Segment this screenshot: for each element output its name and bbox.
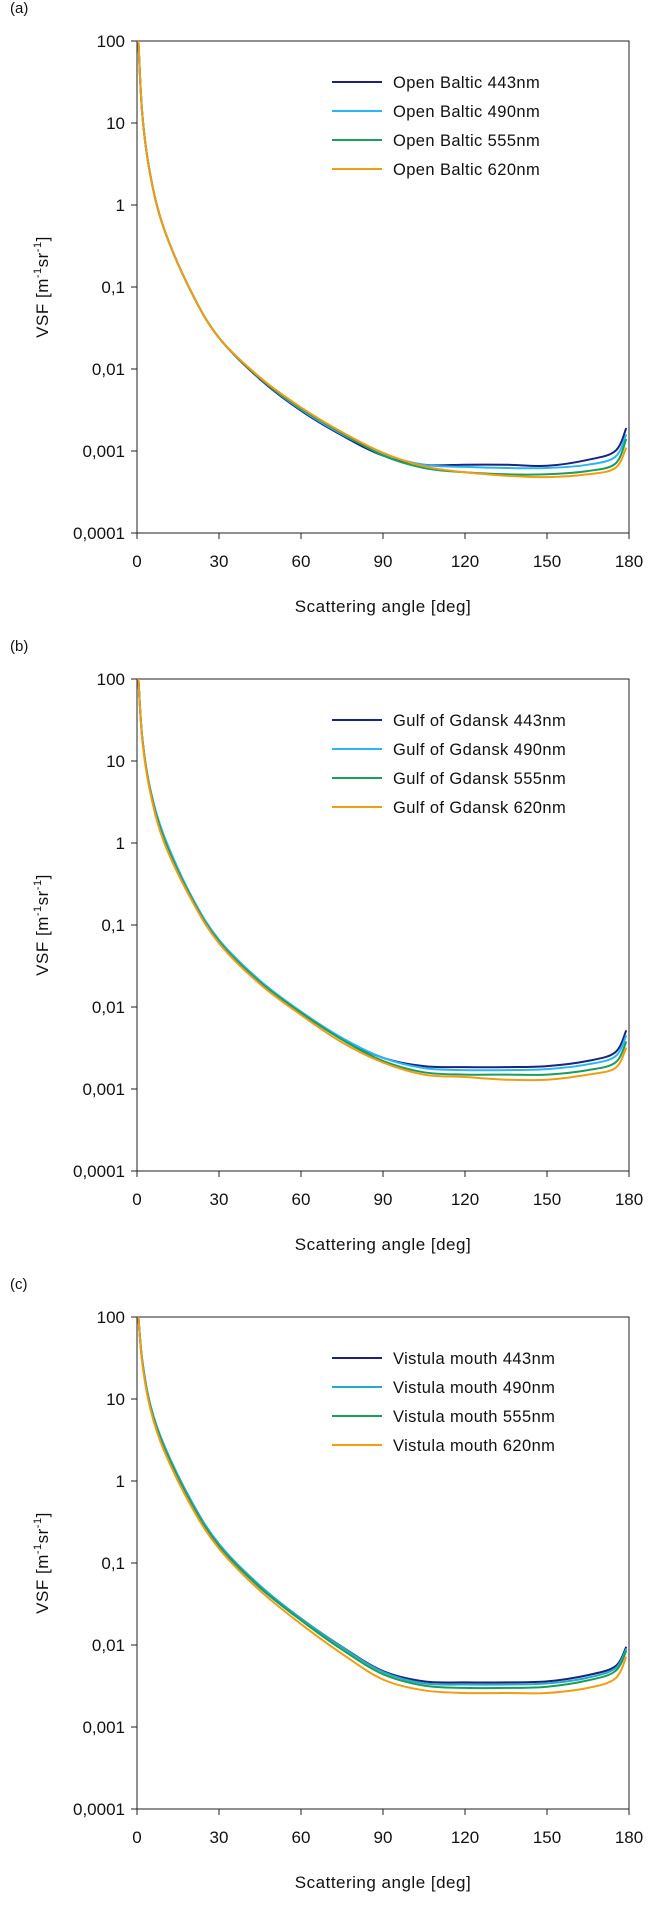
x-tick-label: 90: [374, 1828, 393, 1847]
y-axis-title: VSF [m-1sr-1]: [32, 236, 52, 338]
series-line-4: [137, 679, 628, 1082]
chart-panel-a: (a) 100 10 1 0,1 0,01 0,001 0,0001 0 30 60 90 120 15…: [0, 0, 660, 640]
x-axis-title: Scattering angle [deg]: [295, 597, 471, 616]
y-axis-title: VSF [m-1sr-1]: [32, 874, 52, 976]
chart-panel-b: (b) 100 10 1 0,1 0,01 0,001 0,0001 0 30 60 90 120 15…: [0, 638, 660, 1278]
legend-label: Open Baltic 620nm: [393, 161, 540, 179]
x-axis-title: Scattering angle [deg]: [295, 1235, 471, 1254]
x-tick-label: 120: [451, 1190, 479, 1209]
y-tick-label: 0,1: [101, 1554, 125, 1573]
y-tick-label: 100: [97, 670, 125, 689]
x-tick-label: 0: [132, 1190, 141, 1209]
legend-label: Vistula mouth 620nm: [393, 1437, 555, 1455]
y-tick-label: 0,001: [82, 442, 125, 461]
x-tick-label: 90: [374, 552, 393, 571]
y-tick-label: 0,001: [82, 1080, 125, 1099]
legend-label: Open Baltic 443nm: [393, 74, 540, 92]
y-tick-label: 1: [116, 196, 125, 215]
x-tick-label: 120: [451, 552, 479, 571]
y-tick-label: 0,0001: [73, 524, 125, 543]
x-tick-label: 30: [210, 1190, 229, 1209]
chart-panel-c: (c) 100 10 1 0,1 0,01 0,001 0,0001 0 30 60 90 120 15…: [0, 1276, 660, 1916]
y-tick-label: 1: [116, 1472, 125, 1491]
x-tick-label: 60: [292, 1828, 311, 1847]
vsf-chart-b: 100 10 1 0,1 0,01 0,001 0,0001 0 30 60 90 120 150 180…: [32, 670, 643, 1254]
x-tick-label: 60: [292, 552, 311, 571]
legend-label: Vistula mouth 490nm: [393, 1379, 555, 1397]
x-tick-label: 150: [533, 552, 561, 571]
y-tick-label: 100: [97, 32, 125, 51]
panel-label: (b): [10, 638, 29, 655]
y-tick-label: 0,001: [82, 1718, 125, 1737]
panel-label: (c): [10, 1276, 28, 1293]
series-line-2: [137, 1317, 628, 1686]
series-line-2: [137, 679, 628, 1072]
y-tick-label: 0,01: [92, 998, 125, 1017]
x-tick-label: 60: [292, 1190, 311, 1209]
series-line-1: [137, 679, 628, 1069]
y-tick-label: 10: [106, 114, 125, 133]
y-tick-label: 0,1: [101, 916, 125, 935]
series-line-3: [137, 41, 628, 476]
vsf-chart-a: 100 10 1 0,1 0,01 0,001 0,0001 0 30 60 90 120 150 180…: [32, 32, 643, 616]
legend-label: Gulf of Gdansk 620nm: [393, 799, 566, 817]
series-line-1: [137, 1317, 628, 1684]
y-tick-label: 10: [106, 1390, 125, 1409]
y-tick-label: 0,01: [92, 1636, 125, 1655]
y-tick-label: 100: [97, 1308, 125, 1327]
vsf-chart-c: 100 10 1 0,1 0,01 0,001 0,0001 0 30 60 90 120 150 180…: [32, 1308, 643, 1892]
legend-label: Vistula mouth 443nm: [393, 1350, 555, 1368]
x-tick-label: 0: [132, 1828, 141, 1847]
y-tick-label: 0,0001: [73, 1800, 125, 1819]
series-line-4: [137, 41, 628, 479]
y-tick-label: 0,01: [92, 360, 125, 379]
legend-label: Open Baltic 490nm: [393, 103, 540, 121]
x-axis-title: Scattering angle [deg]: [295, 1873, 471, 1892]
series-line-4: [137, 1317, 628, 1695]
y-tick-label: 1: [116, 834, 125, 853]
y-tick-label: 0,1: [101, 278, 125, 297]
legend-label: Gulf of Gdansk 555nm: [393, 770, 566, 788]
series-line-1: [137, 41, 628, 467]
legend-label: Vistula mouth 555nm: [393, 1408, 555, 1426]
panel-label: (a): [10, 0, 29, 17]
x-tick-label: 0: [132, 552, 141, 571]
x-tick-label: 180: [615, 552, 643, 571]
plot-frame: [136, 40, 630, 534]
series-line-3: [137, 1317, 628, 1690]
series-line-2: [137, 41, 628, 470]
legend-label: Gulf of Gdansk 490nm: [393, 741, 566, 759]
y-tick-label: 0,0001: [73, 1162, 125, 1181]
x-tick-label: 150: [533, 1190, 561, 1209]
x-tick-label: 150: [533, 1828, 561, 1847]
y-tick-label: 10: [106, 752, 125, 771]
x-tick-label: 180: [615, 1190, 643, 1209]
x-tick-label: 90: [374, 1190, 393, 1209]
x-tick-label: 30: [210, 1828, 229, 1847]
x-tick-label: 120: [451, 1828, 479, 1847]
x-tick-label: 30: [210, 552, 229, 571]
series-line-3: [137, 679, 628, 1076]
x-tick-label: 180: [615, 1828, 643, 1847]
legend-label: Open Baltic 555nm: [393, 132, 540, 150]
legend-label: Gulf of Gdansk 443nm: [393, 712, 566, 730]
y-axis-title: VSF [m-1sr-1]: [32, 1512, 52, 1614]
